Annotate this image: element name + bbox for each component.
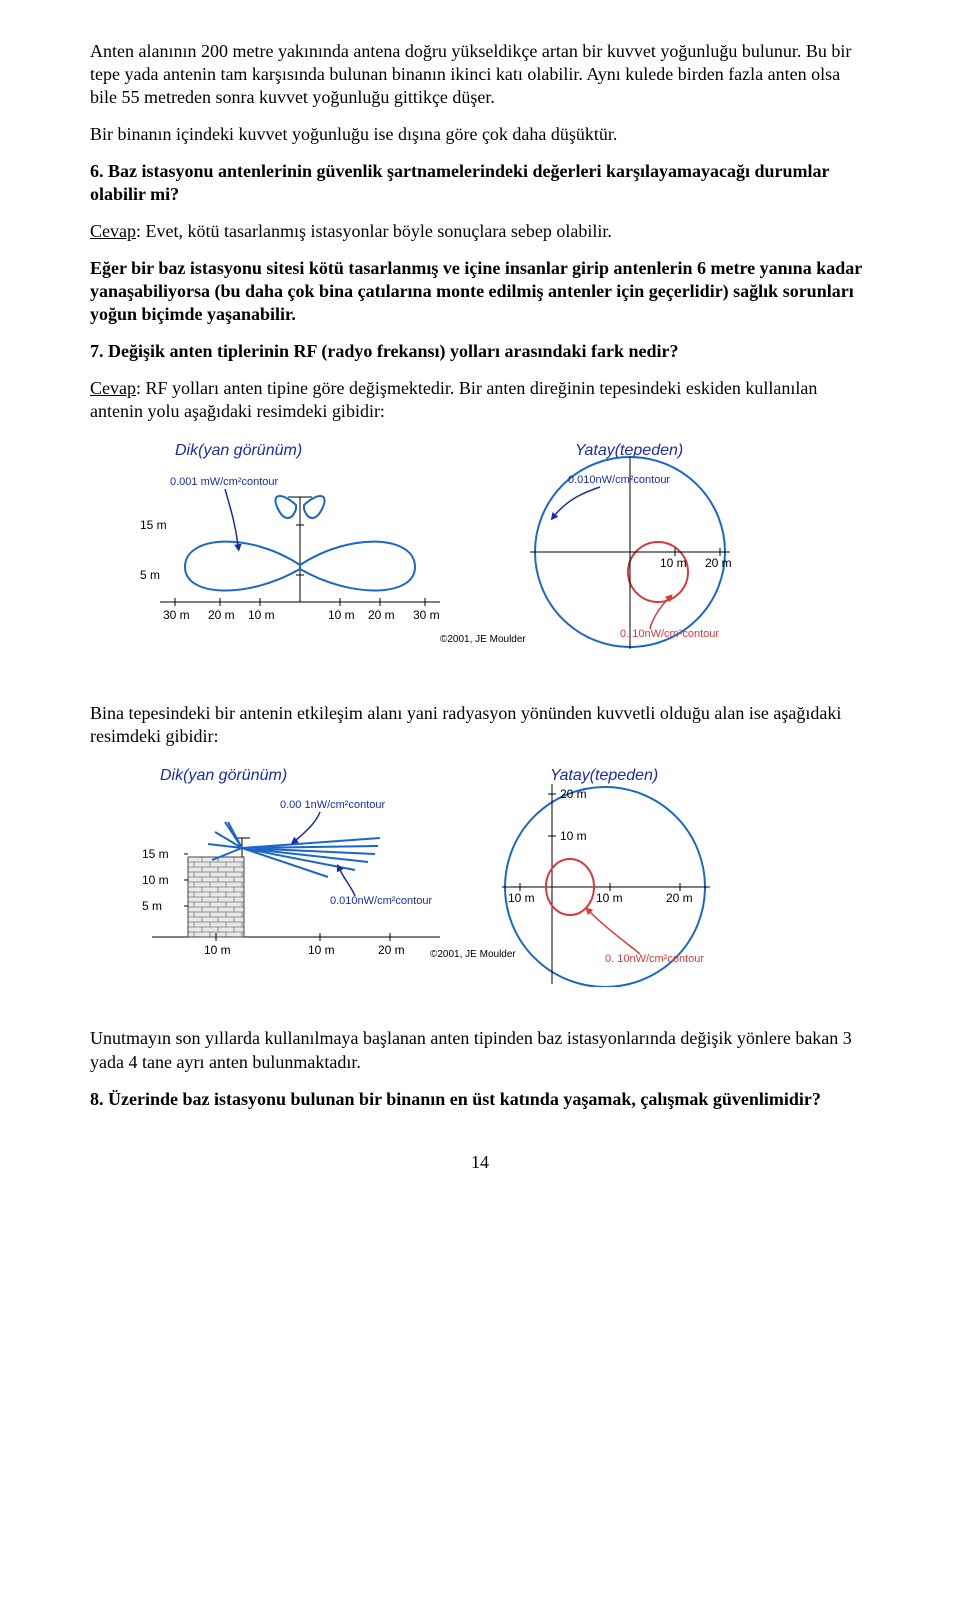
xtick: 10 m xyxy=(328,608,355,622)
page-number: 14 xyxy=(90,1151,870,1174)
diagram-antenna-tower: Dik(yan görünüm) Yatay(tepeden) 15 m 5 m… xyxy=(130,437,870,662)
ytick: 10 m xyxy=(560,829,587,843)
left-view-title: Dik(yan görünüm) xyxy=(160,767,287,784)
contour-label-2: 0.010nW/cm²contour xyxy=(330,895,432,907)
outer-contour-label: 0.010nW/cm²contour xyxy=(568,474,670,486)
document-page: Anten alanının 200 metre yakınında anten… xyxy=(90,0,870,1204)
xtick: 30 m xyxy=(163,608,190,622)
xtick: 20 m xyxy=(208,608,235,622)
lobe-right xyxy=(300,542,415,591)
contour-label-1: 0.00 1nW/cm²contour xyxy=(280,799,385,811)
answer-text: : Evet, kötü tasarlanmış istasyonlar böy… xyxy=(136,221,612,241)
xtick: 10 m xyxy=(248,608,275,622)
ytick: 15 m xyxy=(142,847,169,861)
copyright: ©2001, JE Moulder xyxy=(430,949,516,960)
ytick: 5 m xyxy=(140,568,160,582)
building-icon xyxy=(188,857,244,937)
copyright: ©2001, JE Moulder xyxy=(440,634,526,645)
contour-label: 0.001 mW/cm²contour xyxy=(170,476,279,488)
answer-text: : RF yolları anten tipine göre değişmekt… xyxy=(90,378,817,421)
answer-label: Cevap xyxy=(90,378,136,398)
inner-contour xyxy=(628,542,688,602)
xtick: 10 m xyxy=(204,943,231,957)
lobe-top-right xyxy=(304,496,325,518)
paragraph: Anten alanının 200 metre yakınında anten… xyxy=(90,40,870,109)
xtick: 20 m xyxy=(378,943,405,957)
xtick: 30 m xyxy=(413,608,440,622)
lobe-top-left xyxy=(275,496,296,518)
ytick: 20 m xyxy=(560,787,587,801)
question-6: 6. Baz istasyonu antenlerinin güvenlik ş… xyxy=(90,160,870,206)
left-view-title: Dik(yan görünüm) xyxy=(175,442,302,459)
xtick: 10 m xyxy=(508,891,535,905)
question-7: 7. Değişik anten tiplerinin RF (radyo fr… xyxy=(90,340,870,363)
xtick: 20 m xyxy=(705,556,732,570)
paragraph-bold: Eğer bir baz istasyonu sitesi kötü tasar… xyxy=(90,257,870,326)
xtick: 10 m xyxy=(596,891,623,905)
xtick: 10 m xyxy=(660,556,687,570)
ytick: 10 m xyxy=(142,873,169,887)
diagram-antenna-building: Dik(yan görünüm) Yatay(tepeden) 15 m 10 … xyxy=(130,762,870,987)
answer-7: Cevap: RF yolları anten tipine göre deği… xyxy=(90,377,870,423)
xtick: 20 m xyxy=(368,608,395,622)
xtick: 10 m xyxy=(308,943,335,957)
paragraph: Unutmayın son yıllarda kullanılmaya başl… xyxy=(90,1027,870,1073)
inner-contour-label: 0. 10nW/cm²contour xyxy=(620,628,719,640)
right-view-title: Yatay(tepeden) xyxy=(550,767,658,784)
question-8: 8. Üzerinde baz istasyonu bulunan bir bi… xyxy=(90,1088,870,1111)
inner-contour-label: 0. 10nW/cm²contour xyxy=(605,953,704,965)
paragraph: Bina tepesindeki bir antenin etkileşim a… xyxy=(90,702,870,748)
xtick: 20 m xyxy=(666,891,693,905)
paragraph: Bir binanın içindeki kuvvet yoğunluğu is… xyxy=(90,123,870,146)
lobe-left xyxy=(185,542,300,591)
ytick: 15 m xyxy=(140,518,167,532)
answer-label: Cevap xyxy=(90,221,136,241)
answer-6: Cevap: Evet, kötü tasarlanmış istasyonla… xyxy=(90,220,870,243)
ytick: 5 m xyxy=(142,899,162,913)
